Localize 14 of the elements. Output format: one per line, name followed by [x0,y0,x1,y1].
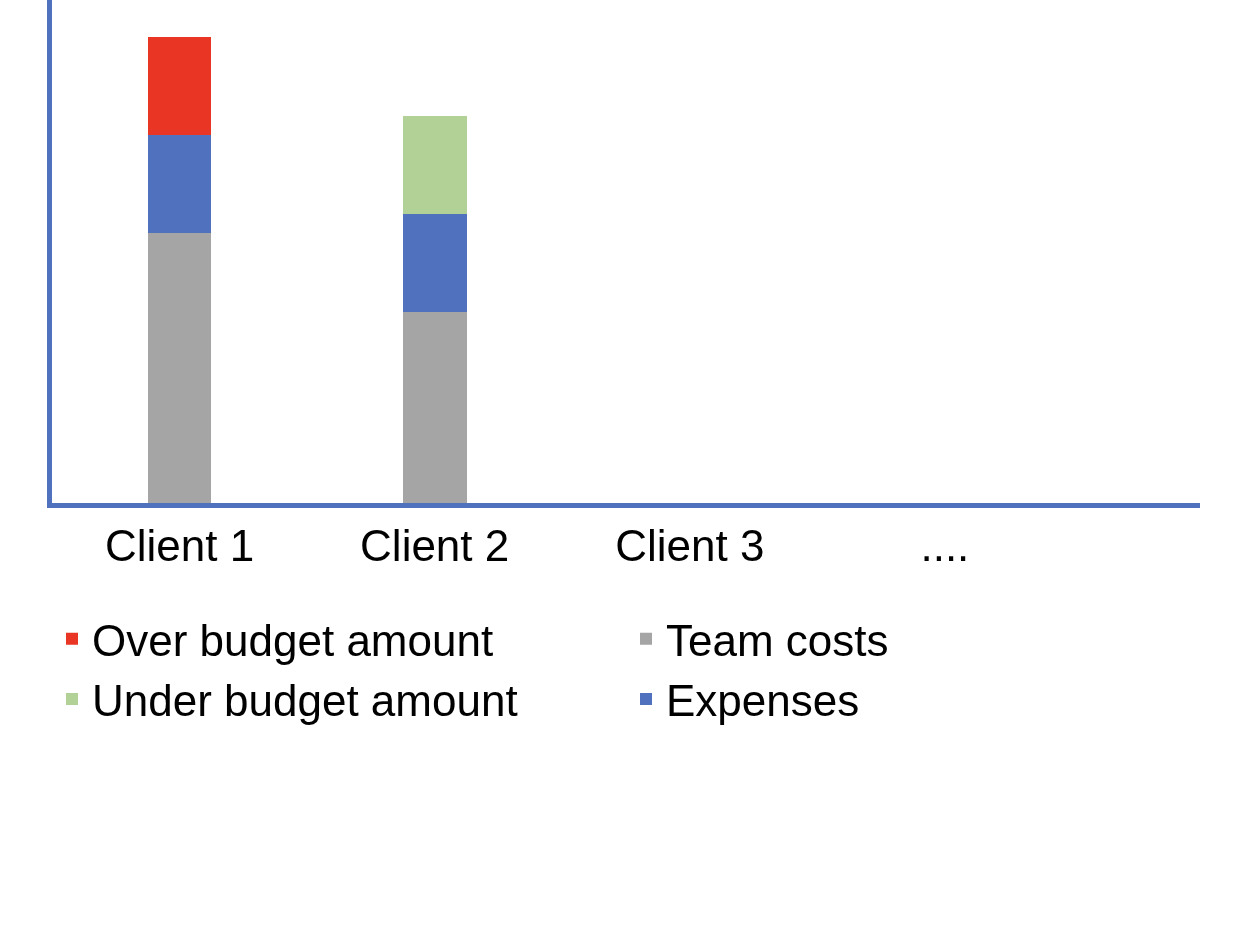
bar [147,37,212,136]
legend-label: Team costs [666,615,889,665]
legend-label: Over budget amount [92,615,494,665]
x-tick-label: .... [920,520,970,570]
legend-label: Under budget amount [92,676,518,726]
legend-label: Expenses [666,676,860,726]
bar [147,135,212,233]
x-tick-label: Client 2 [360,520,510,570]
bar [402,312,467,503]
bar [402,214,467,313]
bar [402,116,467,215]
x-tick-label: Client 1 [104,520,255,570]
x-tick-label: Client 3 [615,520,765,570]
bar [147,232,212,503]
